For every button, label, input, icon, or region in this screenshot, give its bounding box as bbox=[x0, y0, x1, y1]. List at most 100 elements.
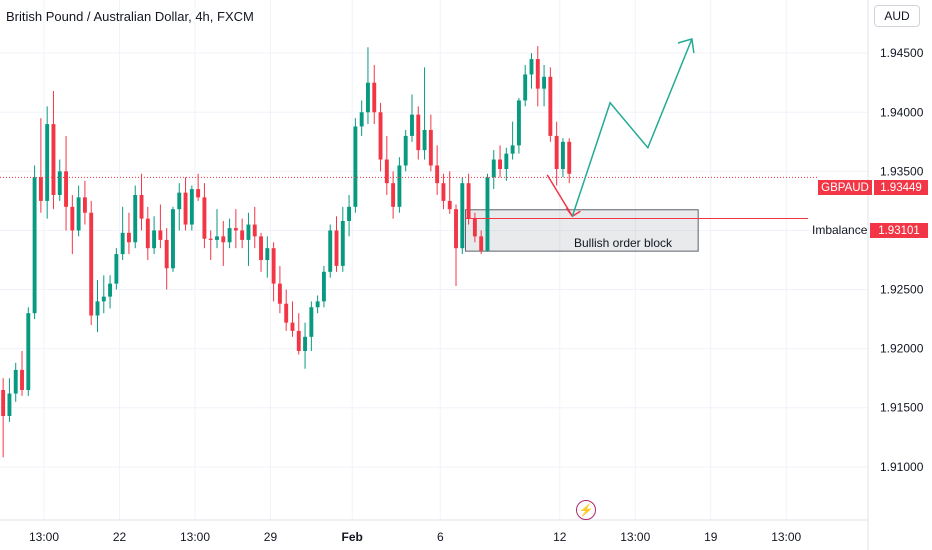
x-tick-label: Feb bbox=[342, 530, 363, 544]
grid-layer bbox=[0, 0, 868, 520]
candle-body bbox=[82, 197, 87, 213]
chart-title: British Pound / Australian Dollar, 4h, F… bbox=[6, 9, 254, 24]
candle-body bbox=[542, 76, 547, 89]
candle-body bbox=[384, 159, 389, 184]
candle-body bbox=[510, 145, 515, 154]
candle-body bbox=[290, 322, 295, 331]
symbol-tag: GBPAUD bbox=[818, 180, 872, 195]
candle-body bbox=[309, 307, 314, 337]
candle-body bbox=[215, 236, 219, 240]
candle-body bbox=[328, 230, 333, 272]
candle-body bbox=[70, 206, 75, 231]
candle-body bbox=[340, 221, 345, 266]
candle-body bbox=[183, 192, 188, 225]
candle-body bbox=[32, 177, 37, 314]
candle-body bbox=[479, 236, 484, 251]
candle-body bbox=[491, 159, 496, 178]
projection-up-line bbox=[571, 38, 693, 217]
x-tick-label: 12 bbox=[553, 530, 567, 544]
candle-body bbox=[516, 100, 521, 146]
candle-body bbox=[108, 283, 113, 297]
candle-body bbox=[177, 192, 182, 210]
candle-body bbox=[296, 330, 301, 351]
y-tick-label: 1.91500 bbox=[880, 401, 924, 415]
candle-body bbox=[284, 303, 289, 323]
candle-body bbox=[548, 76, 553, 136]
candle-body bbox=[567, 141, 572, 174]
candle-body bbox=[26, 313, 31, 390]
x-tick-label: 13:00 bbox=[29, 530, 59, 544]
candle-body bbox=[378, 112, 383, 160]
candle-body bbox=[45, 124, 50, 201]
candle-body bbox=[202, 197, 207, 239]
candle-body bbox=[359, 112, 364, 127]
candle-body bbox=[554, 135, 559, 169]
imbalance-label: Imbalance bbox=[812, 223, 868, 237]
candle-body bbox=[158, 230, 163, 240]
candle-body bbox=[76, 197, 81, 231]
y-tick-label: 1.92500 bbox=[880, 283, 924, 297]
candle-body bbox=[504, 153, 509, 169]
candle-body bbox=[410, 114, 414, 136]
candle-body bbox=[252, 224, 257, 237]
candle-body bbox=[535, 59, 540, 89]
candle-body bbox=[57, 171, 62, 195]
candle-body bbox=[233, 228, 238, 231]
candle-body bbox=[466, 183, 471, 219]
candle-body bbox=[89, 212, 94, 316]
last-price-tag: 1.93449 bbox=[874, 180, 928, 195]
candle-body bbox=[139, 195, 144, 219]
x-tick-label: 13:00 bbox=[180, 530, 210, 544]
lightning-icon[interactable]: ⚡ bbox=[576, 500, 596, 520]
order-block-layer bbox=[464, 209, 699, 252]
candle-body bbox=[221, 236, 226, 243]
candle-body bbox=[246, 224, 251, 240]
candle-body bbox=[529, 59, 534, 75]
candle-body bbox=[372, 82, 377, 113]
y-tick-label: 1.94000 bbox=[880, 105, 924, 119]
candle-body bbox=[447, 200, 452, 210]
x-tick-label: 13:00 bbox=[620, 530, 650, 544]
candle-body bbox=[321, 271, 326, 302]
candle-body bbox=[347, 206, 352, 221]
currency-button[interactable]: AUD bbox=[874, 5, 920, 27]
candle-body bbox=[7, 393, 12, 416]
candle-body bbox=[208, 238, 213, 240]
candle-body bbox=[51, 124, 56, 195]
x-tick-label: 13:00 bbox=[771, 530, 801, 544]
x-tick-label: 22 bbox=[113, 530, 127, 544]
candle-body bbox=[334, 230, 339, 266]
candle-body bbox=[454, 209, 458, 249]
candle-body bbox=[498, 159, 502, 169]
candle-body bbox=[64, 171, 68, 207]
candle-body bbox=[271, 248, 276, 284]
candle-body bbox=[353, 126, 358, 207]
candle-body bbox=[196, 189, 201, 198]
order-block-zone bbox=[464, 209, 699, 252]
candle-body bbox=[240, 230, 245, 240]
x-tick-label: 19 bbox=[704, 530, 718, 544]
candle-body bbox=[366, 82, 370, 113]
candle-body bbox=[145, 218, 150, 249]
candle-body bbox=[265, 248, 270, 260]
y-tick-label: 1.94500 bbox=[880, 46, 924, 60]
candle-body bbox=[435, 165, 440, 184]
candle-body bbox=[391, 183, 396, 207]
candle-body bbox=[38, 177, 43, 201]
y-tick-label: 1.93500 bbox=[880, 164, 924, 178]
candles-layer bbox=[1, 46, 572, 458]
candle-body bbox=[428, 130, 433, 166]
candle-body bbox=[403, 135, 408, 166]
candle-body bbox=[422, 130, 427, 151]
candle-body bbox=[472, 218, 477, 237]
x-tick-label: 29 bbox=[264, 530, 278, 544]
candle-body bbox=[485, 177, 490, 251]
candle-body bbox=[95, 301, 100, 316]
projection-up-arrowhead bbox=[677, 38, 695, 54]
imbalance-price-tag: 1.93101 bbox=[870, 223, 928, 238]
candle-body bbox=[460, 183, 465, 249]
projection-down-line bbox=[546, 174, 574, 217]
candle-body bbox=[560, 141, 565, 169]
